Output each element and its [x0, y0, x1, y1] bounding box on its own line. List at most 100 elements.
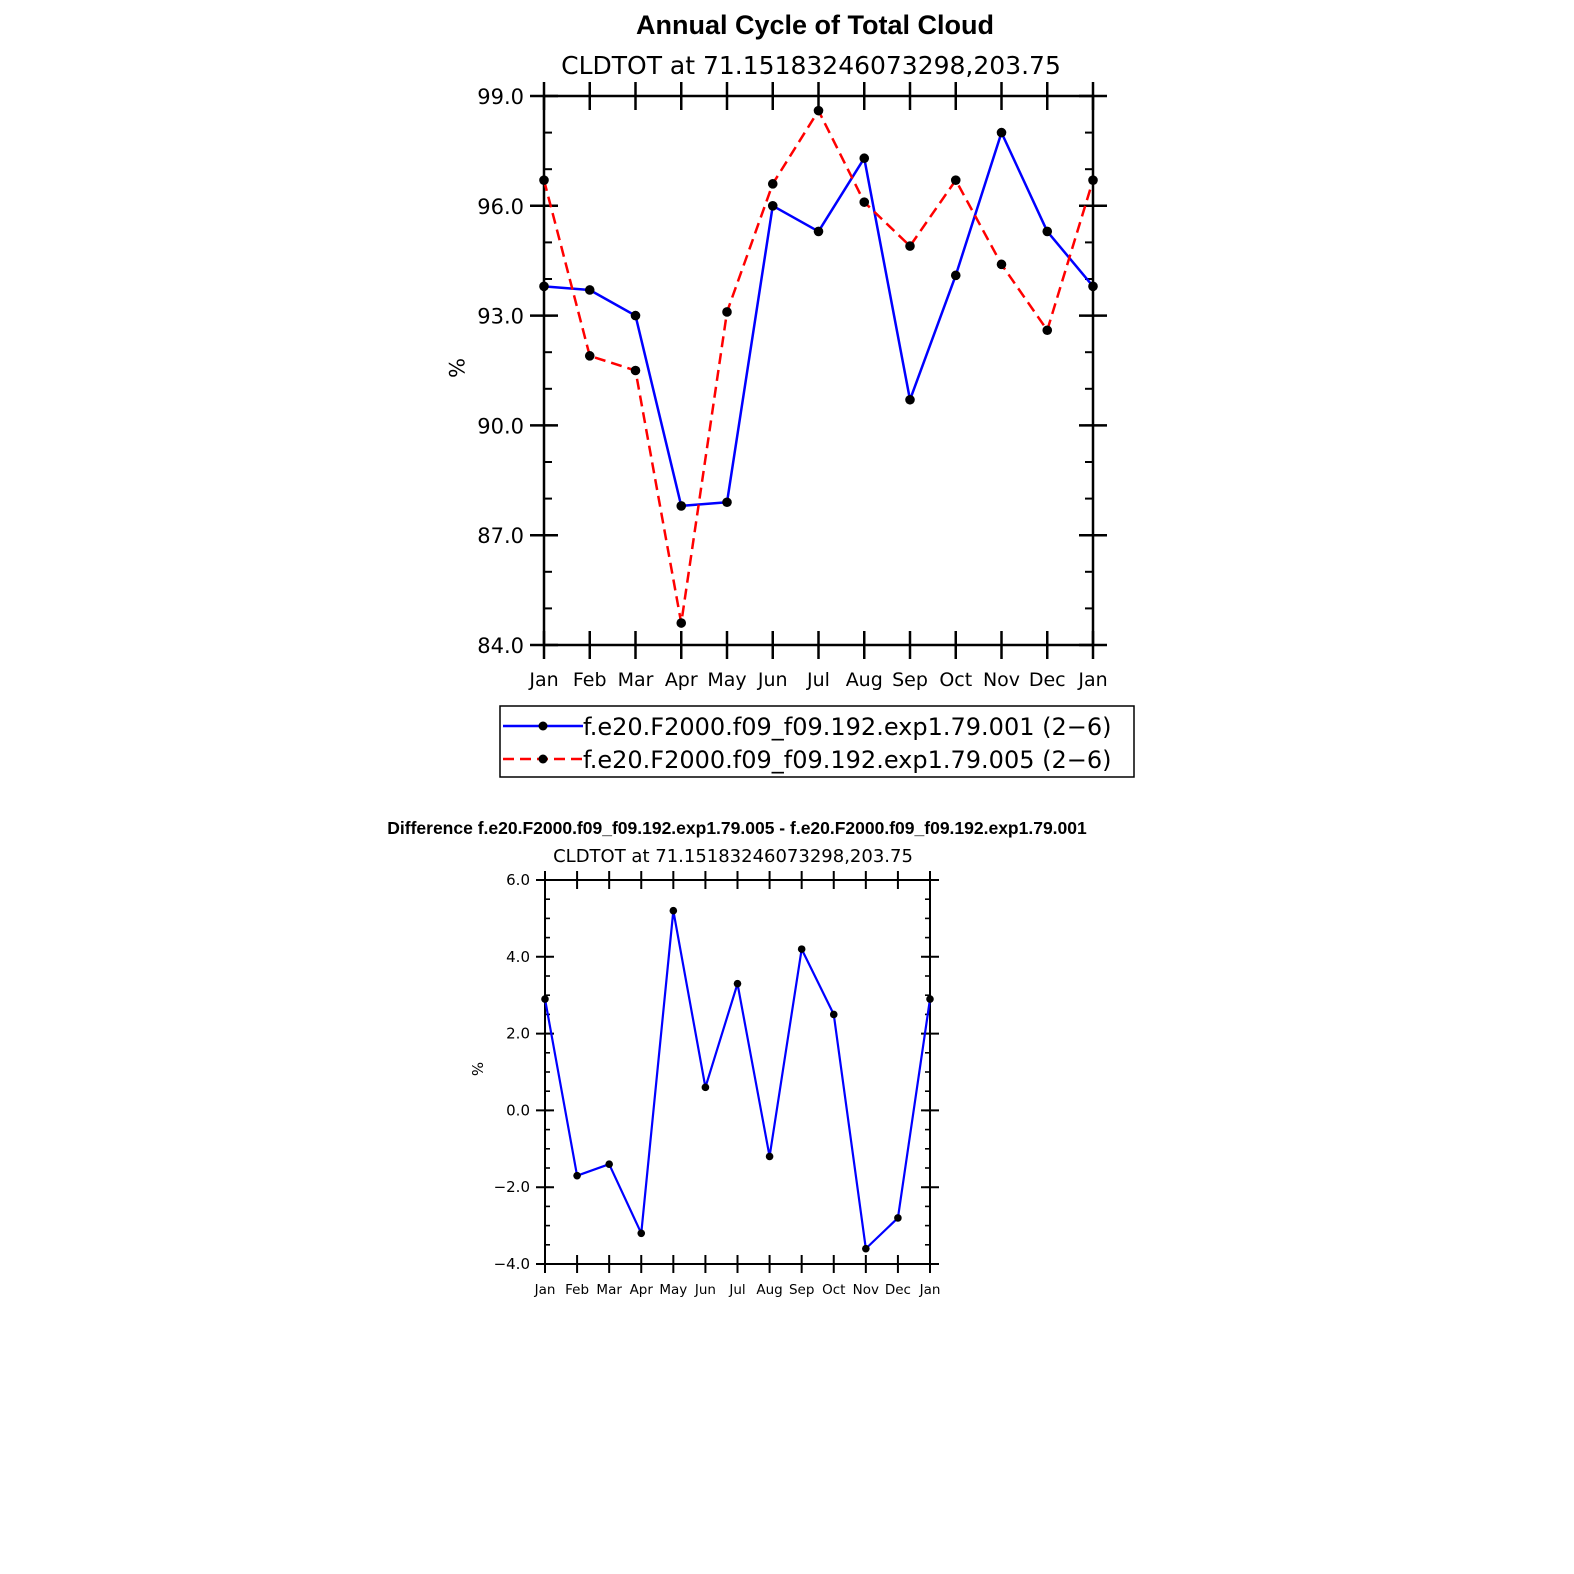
series-line-1 — [543, 131, 1094, 508]
data-point-series-2 — [539, 175, 549, 185]
data-point-series-1 — [630, 310, 641, 321]
data-point-series-1 — [573, 1171, 581, 1180]
y-tick-label: 93.0 — [477, 305, 524, 329]
data-point-series-1 — [813, 226, 824, 237]
y-tick-label: 0.0 — [506, 1101, 530, 1119]
y-tick-label: 4.0 — [506, 948, 530, 966]
x-tick-label: Oct — [939, 669, 972, 691]
data-point-series-1 — [1088, 281, 1098, 292]
data-point-series-2 — [630, 365, 641, 376]
data-point-series-2 — [767, 179, 778, 189]
y-tick-label: −2.0 — [494, 1178, 530, 1196]
data-point-series-1 — [950, 270, 961, 281]
data-point-series-2 — [859, 197, 870, 207]
data-point-series-1 — [605, 1160, 613, 1168]
data-point-series-1 — [1042, 226, 1053, 237]
x-tick-label: Dec — [885, 1282, 911, 1298]
x-tick-label: Mar — [618, 669, 654, 691]
data-point-series-1 — [859, 153, 870, 164]
data-point-series-2 — [905, 241, 915, 251]
x-tick-label: Apr — [630, 1282, 654, 1298]
x-tick-label: Jan — [534, 1282, 556, 1298]
chart-title: Annual Cycle of Total Cloud — [636, 10, 994, 40]
x-tick-label: Nov — [853, 1282, 879, 1298]
data-point-series-1 — [539, 281, 549, 292]
data-point-series-2 — [1042, 325, 1053, 336]
y-tick-label: 87.0 — [477, 524, 524, 548]
x-tick-label: Jan — [919, 1282, 941, 1298]
data-point-series-2 — [996, 259, 1007, 270]
data-point-series-1 — [541, 995, 549, 1003]
data-point-series-2 — [950, 175, 961, 185]
axis-ticks: 84.0 87.0 90.0 93.0 96.0 99.0 Jan Feb Mar Apr May J… — [477, 82, 1108, 691]
plot-border — [542, 94, 1095, 647]
data-point-series-1 — [676, 501, 687, 511]
y-tick-label: 6.0 — [506, 871, 530, 889]
data-point-series-1 — [996, 127, 1007, 138]
data-point-series-1 — [767, 201, 778, 211]
y-tick-label: 84.0 — [477, 634, 524, 658]
data-point-series-1 — [926, 995, 934, 1003]
chart-title: Difference f.e20.F2000.f09_f09.192.exp1.… — [387, 818, 1087, 838]
x-tick-label: Feb — [573, 669, 607, 691]
data-point-series-1 — [765, 1152, 774, 1161]
x-tick-label: Aug — [846, 669, 883, 691]
legend-marker-series-2 — [538, 754, 548, 764]
chart-subtitle: CLDTOT at 71.15183246073298,203.75 — [561, 51, 1061, 80]
data-point-series-2 — [813, 105, 824, 116]
x-tick-label: May — [659, 1282, 687, 1298]
data-point-series-2 — [722, 307, 732, 317]
x-tick-label: Feb — [565, 1282, 589, 1298]
y-axis-label: % — [468, 1062, 486, 1076]
data-point-series-1 — [701, 1083, 710, 1092]
series-line-1 — [543, 909, 932, 1250]
data-point-series-1 — [894, 1214, 902, 1222]
chart-subtitle: CLDTOT at 71.15183246073298,203.75 — [553, 846, 913, 867]
y-tick-label: 90.0 — [477, 414, 524, 438]
series-layer — [539, 105, 1098, 628]
y-axis-label: % — [444, 358, 468, 378]
data-point-series-1 — [584, 285, 595, 295]
data-point-series-1 — [862, 1244, 870, 1253]
axis-ticks: −4.0 −2.0 0.0 2.0 4.0 6.0 Jan Feb Mar Apr May Jun Ju… — [494, 871, 941, 1298]
data-point-series-2 — [1088, 175, 1098, 185]
x-tick-label: May — [707, 669, 746, 691]
difference-chart: Difference f.e20.F2000.f09_f09.192.exp1.… — [387, 818, 1087, 1298]
data-point-series-1 — [637, 1229, 646, 1238]
x-tick-label: Jan — [528, 669, 558, 691]
y-tick-label: 2.0 — [506, 1025, 530, 1043]
x-tick-label: Sep — [789, 1282, 814, 1298]
y-tick-label: 99.0 — [477, 85, 524, 109]
data-point-series-1 — [797, 945, 806, 953]
x-tick-label: Nov — [983, 669, 1020, 691]
x-tick-label: Dec — [1029, 669, 1066, 691]
legend-marker-series-1 — [538, 721, 548, 731]
data-point-series-1 — [733, 979, 742, 988]
legend-label-series-1: f.e20.F2000.f09_f09.192.exp1.79.001 (2−6… — [583, 713, 1111, 741]
data-point-series-2 — [584, 351, 595, 361]
x-tick-label: Mar — [596, 1282, 622, 1298]
data-point-series-2 — [676, 618, 687, 628]
x-tick-label: Jun — [694, 1282, 716, 1298]
plot-frame — [544, 879, 931, 1265]
plot-border — [544, 879, 931, 1265]
x-tick-label: Jul — [806, 669, 830, 691]
annual-cycle-chart: Annual Cycle of Total Cloud CLDTOT at 71… — [444, 10, 1135, 778]
legend-label-series-2: f.e20.F2000.f09_f09.192.exp1.79.005 (2−6… — [583, 746, 1111, 774]
x-tick-label: Jun — [757, 669, 788, 691]
x-tick-label: Aug — [756, 1282, 782, 1298]
plot-frame — [542, 94, 1095, 647]
x-tick-label: Sep — [892, 669, 928, 691]
data-point-series-1 — [669, 906, 678, 915]
x-tick-label: Apr — [665, 669, 698, 691]
y-tick-label: −4.0 — [494, 1255, 530, 1273]
y-tick-label: 96.0 — [477, 195, 524, 219]
data-point-series-1 — [829, 1010, 838, 1019]
series-layer — [541, 906, 934, 1253]
data-point-series-1 — [905, 394, 915, 405]
legend: f.e20.F2000.f09_f09.192.exp1.79.001 (2−6… — [499, 705, 1135, 778]
x-tick-label: Jul — [728, 1282, 745, 1298]
x-tick-label: Jan — [1077, 669, 1107, 691]
legend-box — [499, 705, 1135, 778]
